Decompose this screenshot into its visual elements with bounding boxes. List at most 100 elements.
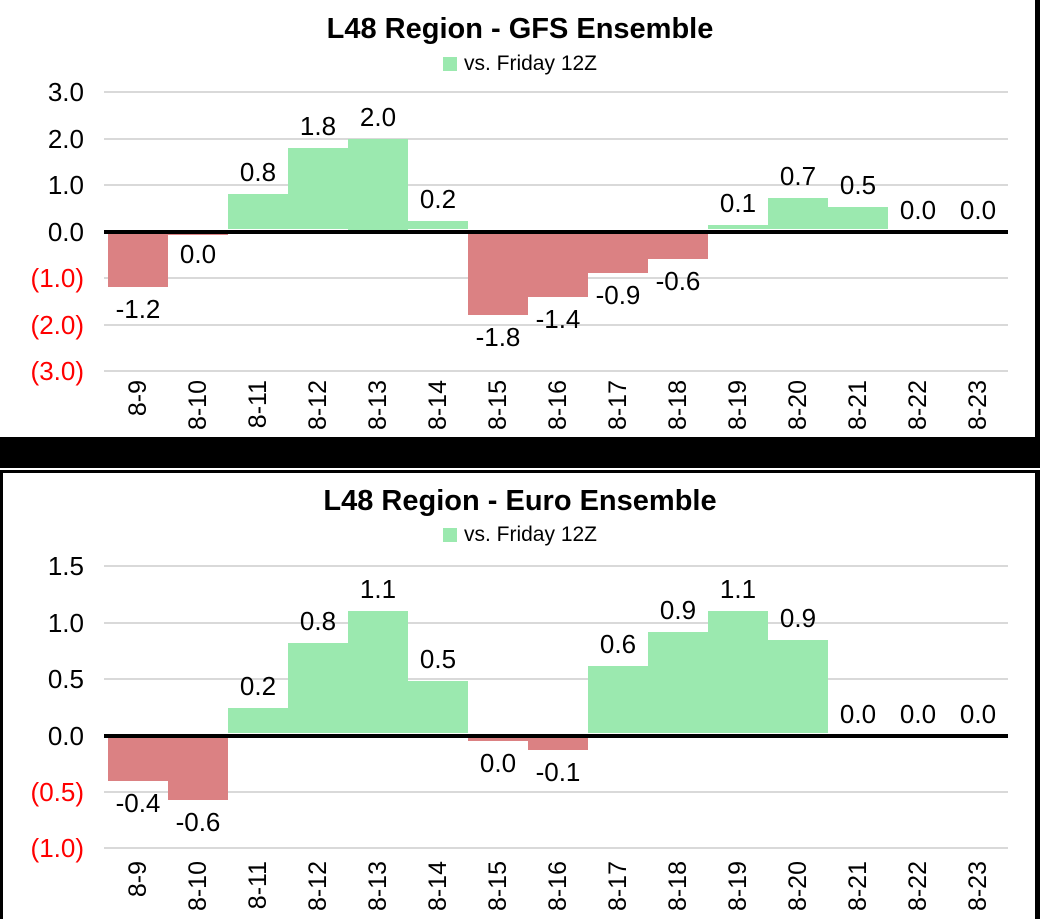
x-axis-label-8-14: 8-14 — [408, 380, 468, 437]
value-label-8-10: -0.6 — [175, 806, 221, 837]
gridline — [104, 621, 1008, 624]
x-axis-label-8-18: 8-18 — [648, 380, 708, 437]
x-axis-label-text: 8-19 — [724, 380, 752, 431]
chart-legend-gfs: vs. Friday 12Z — [0, 53, 1040, 75]
x-axis-label-text: 8-23 — [964, 861, 992, 912]
x-axis-label-text: 8-22 — [904, 380, 932, 431]
bar-8-19 — [708, 611, 768, 734]
y-axis-label: 1.5 — [47, 551, 84, 582]
bar-8-19 — [708, 225, 768, 230]
separator-band — [0, 437, 1040, 468]
value-label-8-9: -0.4 — [115, 787, 161, 818]
value-label-8-18: -0.6 — [655, 266, 701, 297]
value-label-8-16: -1.4 — [535, 303, 581, 334]
x-axis-label-8-23: 8-23 — [948, 380, 1008, 437]
y-axis-label: (2.0) — [30, 309, 84, 340]
value-label-8-23: 0.0 — [959, 698, 997, 729]
y-axis-label: 2.0 — [47, 123, 84, 154]
bar-8-9 — [108, 233, 168, 288]
bar-8-10 — [168, 233, 228, 235]
bar-8-11 — [228, 708, 288, 734]
bar-8-18 — [648, 233, 708, 260]
x-axis-label-text: 8-13 — [364, 380, 392, 431]
value-label-8-21: 0.5 — [839, 170, 877, 201]
x-axis-label-8-19: 8-19 — [708, 861, 768, 919]
x-axis-label-8-13: 8-13 — [348, 861, 408, 919]
x-axis-label-8-10: 8-10 — [168, 861, 228, 919]
x-axis-label-8-11: 8-11 — [228, 380, 288, 437]
value-label-8-20: 0.9 — [779, 602, 817, 633]
gridline — [104, 847, 1008, 850]
gridline — [104, 790, 1008, 793]
value-label-8-19: 1.1 — [719, 574, 757, 605]
bar-8-18 — [648, 631, 708, 734]
bar-8-11 — [228, 194, 288, 230]
bar-8-16 — [528, 233, 588, 297]
value-label-8-12: 1.8 — [299, 110, 337, 141]
x-axis-label-8-9: 8-9 — [108, 380, 168, 437]
x-axis-label-text: 8-20 — [784, 861, 812, 912]
bar-8-12 — [288, 147, 348, 230]
bar-8-21 — [828, 207, 888, 230]
value-label-8-20: 0.7 — [779, 161, 817, 192]
x-axis-label-text: 8-13 — [364, 861, 392, 912]
x-axis-label-text: 8-21 — [844, 380, 872, 431]
x-axis-label-text: 8-23 — [964, 380, 992, 431]
x-axis-label-text: 8-11 — [244, 861, 272, 910]
x-axis-label-text: 8-20 — [784, 380, 812, 431]
value-label-8-16: -0.1 — [535, 757, 581, 788]
gridline — [104, 137, 1008, 140]
x-axis-label-8-9: 8-9 — [108, 861, 168, 919]
bar-8-14 — [408, 681, 468, 734]
legend-swatch-icon — [442, 528, 457, 542]
x-axis-label-text: 8-18 — [664, 861, 692, 912]
x-axis-label-text: 8-18 — [664, 380, 692, 431]
x-axis-label-8-19: 8-19 — [708, 380, 768, 437]
y-axis-label: (3.0) — [30, 356, 84, 386]
x-axis-label-8-11: 8-11 — [228, 861, 288, 919]
x-axis-label-8-14: 8-14 — [408, 861, 468, 919]
x-axis-label-text: 8-14 — [424, 380, 452, 431]
y-axis-label: 3.0 — [47, 77, 84, 107]
bar-8-17 — [588, 233, 648, 274]
x-axis-label-text: 8-9 — [124, 380, 152, 417]
x-axis-label-text: 8-14 — [424, 861, 452, 912]
bar-8-17 — [588, 665, 648, 734]
x-axis-label-text: 8-19 — [724, 861, 752, 912]
bar-8-10 — [168, 737, 228, 800]
top-chart-right-border — [1035, 0, 1040, 437]
bar-8-13 — [348, 138, 408, 230]
x-axis-label-text: 8-10 — [184, 380, 212, 431]
chart-title-euro: L48 Region - Euro Ensemble — [323, 485, 717, 517]
x-axis-label-8-22: 8-22 — [888, 380, 948, 437]
x-axis-label-text: 8-16 — [544, 861, 572, 912]
x-axis-label-8-12: 8-12 — [288, 861, 348, 919]
x-axis-label-8-21: 8-21 — [828, 380, 888, 437]
gridline — [104, 323, 1008, 326]
bar-8-14 — [408, 221, 468, 230]
y-axis-label: (0.5) — [30, 776, 84, 807]
bar-8-15 — [468, 737, 528, 741]
value-label-8-10: 0.0 — [179, 238, 217, 269]
y-axis-label: 0.0 — [47, 216, 84, 247]
x-axis-label-8-13: 8-13 — [348, 380, 408, 437]
bottom-chart-top-border — [0, 470, 1040, 473]
y-axis-label: 1.0 — [47, 607, 84, 638]
chart-title-gfs: L48 Region - GFS Ensemble — [326, 13, 714, 45]
x-axis-label-text: 8-10 — [184, 861, 212, 912]
bar-8-20 — [768, 639, 828, 734]
euro-ensemble-chart: L48 Region - Euro Ensemble vs. Friday 12… — [0, 470, 1040, 919]
bottom-chart-right-border — [1035, 470, 1040, 919]
x-axis-label-8-15: 8-15 — [468, 380, 528, 437]
x-axis-label-8-15: 8-15 — [468, 861, 528, 919]
legend-label: vs. Friday 12Z — [463, 52, 598, 75]
x-axis-label-8-20: 8-20 — [768, 861, 828, 919]
y-axis-label: 1.0 — [47, 170, 84, 200]
legend-swatch-icon — [442, 57, 457, 71]
value-label-8-21: 0.0 — [839, 698, 877, 729]
zero-axis-line — [104, 733, 1008, 738]
bar-8-13 — [348, 611, 408, 734]
value-label-8-14: 0.2 — [419, 184, 457, 215]
x-axis-label-8-18: 8-18 — [648, 861, 708, 919]
